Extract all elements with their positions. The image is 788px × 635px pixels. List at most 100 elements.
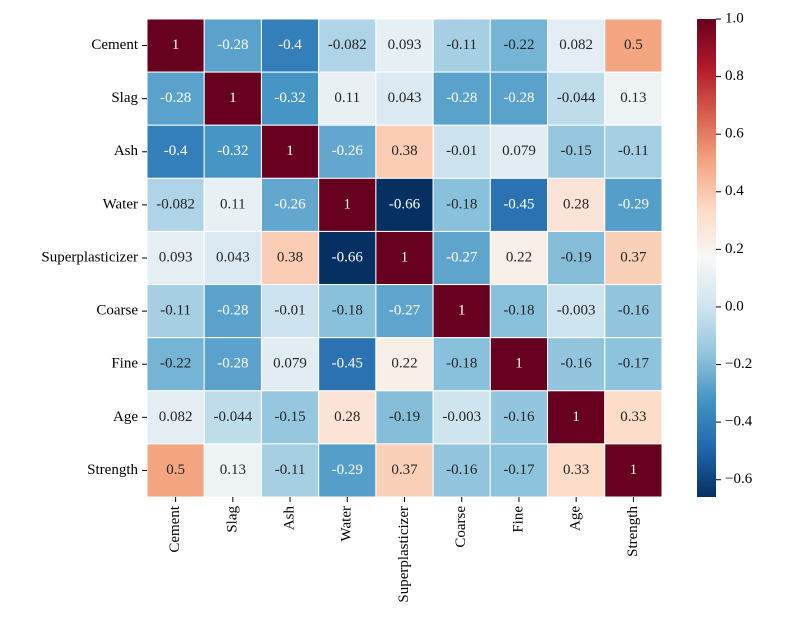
heatmap-cell — [489, 443, 549, 498]
x-tick-label: Fine — [510, 506, 526, 533]
cell-label: -0.11 — [275, 462, 306, 478]
cell-label: -0.16 — [561, 356, 593, 372]
cell-label: 0.093 — [159, 249, 193, 265]
heatmap-cell — [375, 124, 434, 179]
x-tick-label: Ash — [281, 506, 297, 531]
heatmap-cell — [375, 284, 434, 339]
x-tick-label: Age — [568, 506, 584, 531]
heatmap-cell — [146, 124, 205, 179]
cell-label: 1 — [515, 356, 523, 372]
colorbar-tick-label: 0.0 — [725, 298, 744, 314]
cell-label: 0.079 — [273, 356, 307, 372]
cell-label: -0.01 — [446, 143, 477, 159]
colorbar-tick-label: −0.2 — [725, 356, 752, 372]
cell-label: -0.082 — [156, 196, 195, 212]
cell-label: 1 — [458, 303, 466, 319]
heatmap-cell — [318, 124, 377, 179]
heatmap-cell — [260, 443, 320, 498]
y-tick-label: Cement — [91, 37, 138, 53]
cell-label: -0.11 — [618, 143, 649, 159]
heatmap-cell — [489, 230, 549, 286]
cell-label: -0.15 — [561, 143, 592, 159]
cell-label: -0.11 — [160, 303, 191, 319]
heatmap-cell — [146, 230, 205, 286]
cell-label: -0.66 — [332, 249, 364, 265]
heatmap-cell — [547, 284, 606, 339]
colorbar-tick-label: 0.8 — [725, 68, 744, 84]
cell-label: 0.5 — [624, 37, 643, 53]
colorbar-tick-label: 0.4 — [725, 183, 744, 199]
heatmap-cell — [547, 18, 606, 73]
cell-label: -0.32 — [274, 90, 305, 106]
heatmap-cell — [604, 71, 663, 126]
heatmap-cell — [146, 337, 205, 392]
cell-label: -0.003 — [557, 303, 596, 319]
cell-label: 0.22 — [506, 249, 532, 265]
heatmap-cell — [318, 284, 377, 339]
cell-label: -0.45 — [332, 356, 363, 372]
cell-label: -0.28 — [160, 90, 191, 106]
heatmap-cell — [260, 124, 320, 179]
x-tick-label: Coarse — [453, 506, 469, 548]
colorbar-tick-label: 1.0 — [725, 10, 744, 26]
cell-label: 0.38 — [277, 249, 303, 265]
cell-label: -0.28 — [503, 90, 534, 106]
x-tick-label: Strength — [625, 506, 641, 557]
heatmap-cell — [146, 18, 205, 73]
cell-label: 0.37 — [391, 462, 418, 478]
heatmap-cell — [203, 337, 262, 392]
heatmap-cell — [203, 124, 262, 179]
heatmap-cell — [260, 18, 320, 73]
cell-label: -0.27 — [389, 303, 421, 319]
heatmap-cell — [432, 18, 491, 73]
heatmap-cell — [146, 443, 205, 498]
heatmap-cell — [146, 71, 205, 126]
cell-label: -0.18 — [332, 303, 363, 319]
colorbar-tick-label: 0.6 — [725, 126, 744, 142]
cell-label: -0.26 — [274, 196, 306, 212]
heatmap-cell — [432, 230, 491, 286]
cell-label: -0.16 — [446, 462, 478, 478]
cell-label: 0.33 — [620, 409, 646, 425]
cell-label: -0.11 — [446, 37, 477, 53]
heatmap-cell — [203, 284, 262, 339]
cell-label: -0.28 — [217, 356, 248, 372]
cell-label: 1 — [229, 90, 237, 106]
colorbar-tick-label: 0.2 — [725, 241, 744, 257]
cell-label: -0.16 — [618, 303, 650, 319]
cell-label: 0.082 — [559, 37, 593, 53]
heatmap-cell — [318, 390, 377, 445]
heatmap-cell — [432, 443, 491, 498]
cell-label: 0.33 — [563, 462, 589, 478]
cell-label: -0.19 — [561, 249, 592, 265]
y-tick-label: Fine — [111, 356, 138, 372]
cell-label: -0.044 — [557, 90, 596, 106]
heatmap-cell — [604, 177, 663, 232]
cell-label: 0.043 — [388, 90, 422, 106]
heatmap-cell — [260, 284, 320, 339]
cell-label: -0.044 — [213, 409, 252, 425]
cell-label: 1 — [344, 196, 352, 212]
cell-label: 0.28 — [334, 409, 360, 425]
cell-label: -0.32 — [217, 143, 248, 159]
cell-label: -0.22 — [160, 356, 191, 372]
cell-label: -0.18 — [446, 196, 477, 212]
cell-label: -0.4 — [164, 143, 188, 159]
heatmap-cell — [203, 443, 262, 498]
y-tick-label: Water — [103, 196, 138, 212]
heatmap-cell — [489, 337, 549, 392]
cell-label: 0.093 — [388, 37, 422, 53]
x-tick-label: Water — [339, 506, 355, 541]
heatmap-cell — [318, 177, 377, 232]
y-tick-label: Coarse — [96, 303, 138, 319]
cell-label: -0.27 — [446, 249, 478, 265]
heatmap-cell — [318, 230, 377, 286]
cell-label: 0.28 — [563, 196, 589, 212]
heatmap-cell — [432, 390, 491, 445]
cell-label: 0.37 — [620, 249, 647, 265]
heatmap-cell — [318, 443, 377, 498]
heatmap-cell — [375, 337, 434, 392]
y-tick-label: Age — [113, 409, 138, 425]
x-tick-label: Cement — [167, 505, 183, 552]
cell-label: 1 — [401, 249, 409, 265]
